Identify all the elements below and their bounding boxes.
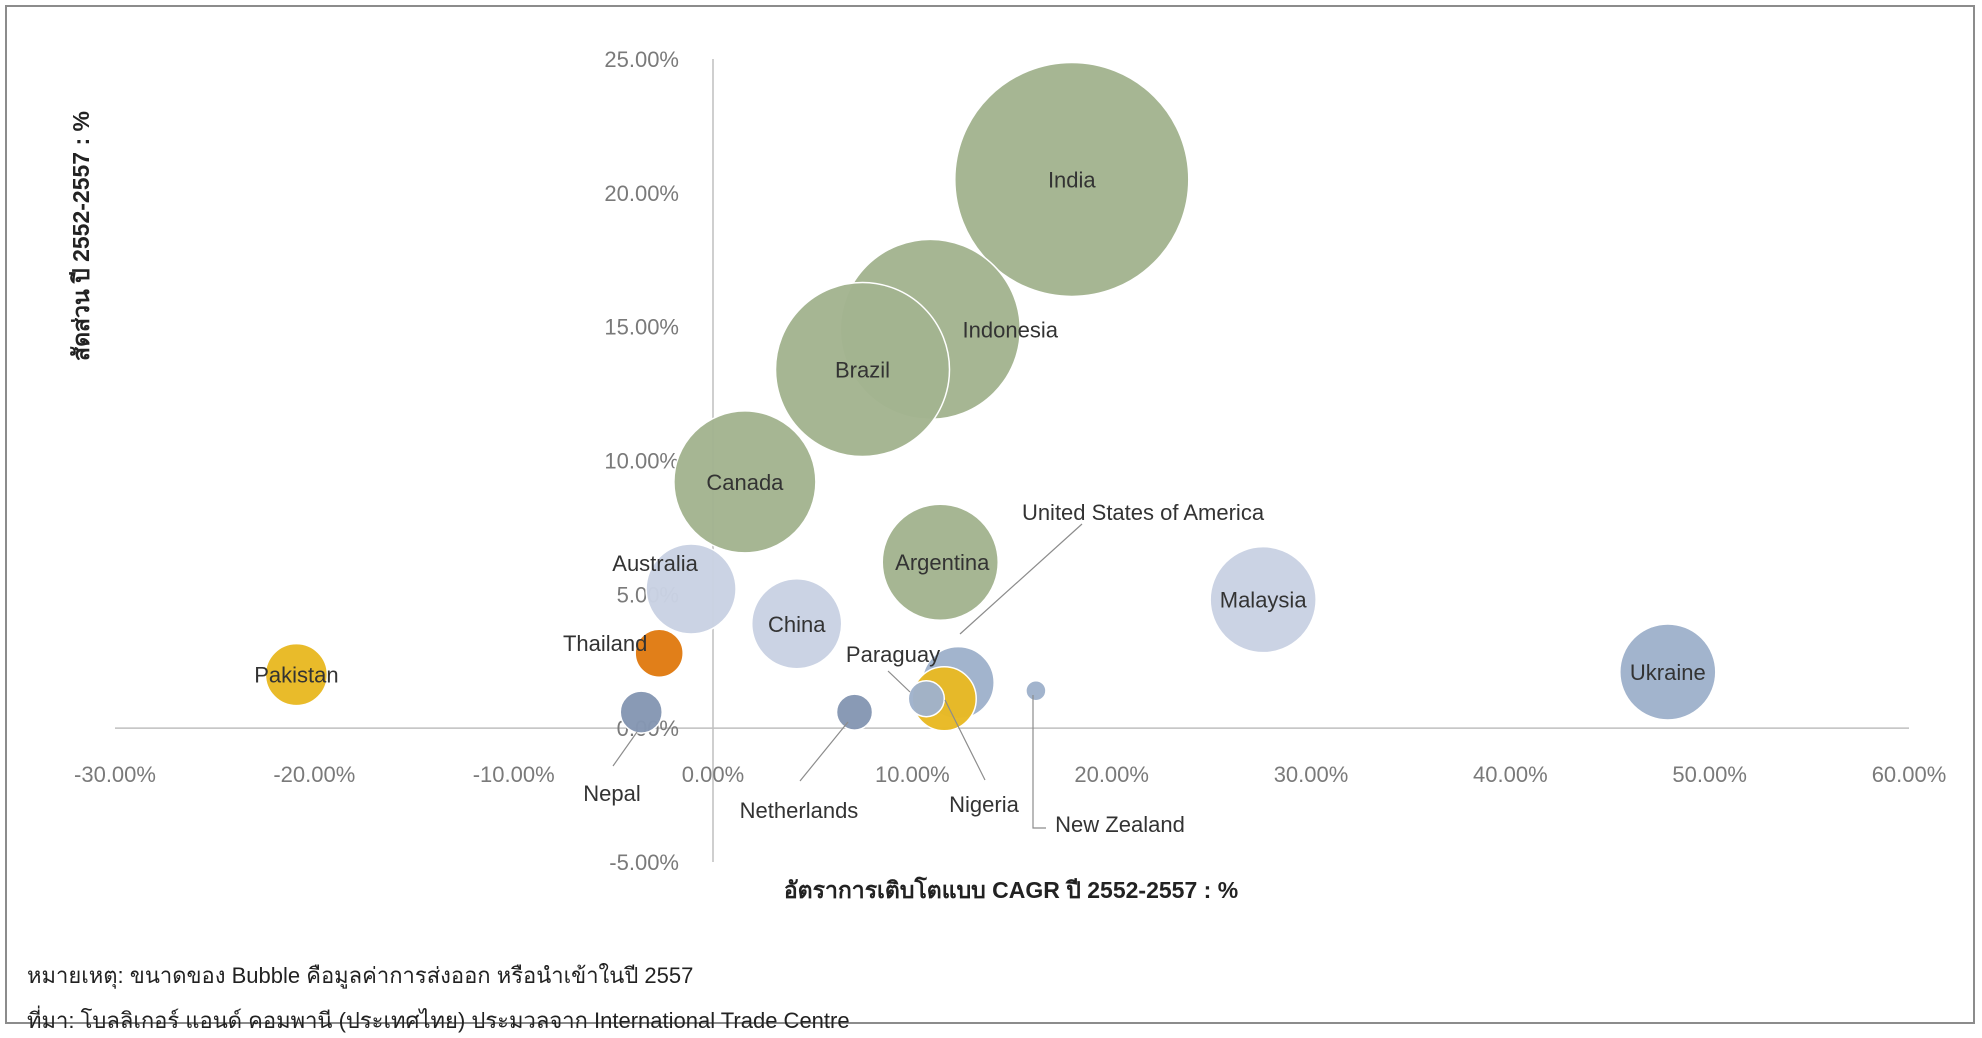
- label-netherlands: Netherlands: [740, 798, 859, 823]
- leader-lines: [612, 523, 1083, 829]
- bubble-labels: India Indonesia Brazil Canada Argentina Austr…: [254, 167, 1706, 837]
- y-tick-label: 20.00%: [604, 181, 679, 206]
- y-tick-label: 25.00%: [604, 47, 679, 72]
- x-axis-title: อัตราการเติบโตแบบ CAGR ปี 2552-2557 : %: [784, 876, 1238, 903]
- x-tick-label: -30.00%: [74, 762, 156, 787]
- label-nigeria: Nigeria: [949, 792, 1019, 817]
- x-tick-label: 40.00%: [1473, 762, 1548, 787]
- bubble-malaysia: [1209, 545, 1317, 654]
- bubble-argentina: [881, 503, 999, 621]
- bubble-thailand: [634, 628, 684, 678]
- label-malaysia: Malaysia: [1220, 588, 1308, 613]
- source-text: ที่มา: โบลลิเกอร์ แอนด์ คอมพานี (ประเทศไ…: [27, 1008, 850, 1033]
- bubble-australia: [645, 543, 737, 635]
- label-brazil: Brazil: [835, 357, 890, 382]
- note-text: หมายเหตุ: ขนาดของ Bubble คือมูลค่าการส่ง…: [27, 963, 694, 988]
- label-paraguay: Paraguay: [846, 642, 940, 667]
- leader-line-paraguay: [887, 670, 911, 693]
- label-australia: Australia: [612, 551, 698, 576]
- label-nepal: Nepal: [583, 781, 640, 806]
- y-tick-label: 15.00%: [604, 315, 679, 340]
- x-tick-label: 30.00%: [1274, 762, 1349, 787]
- x-tick-label: 50.00%: [1672, 762, 1747, 787]
- x-tick-label: -10.00%: [473, 762, 555, 787]
- leader-line-new-zealand: [1032, 695, 1046, 829]
- bubble-china: [750, 578, 843, 670]
- label-pakistan: Pakistan: [254, 663, 338, 688]
- label-india: India: [1048, 167, 1096, 192]
- tick-labels: -30.00% -20.00% -10.00% 0.00% 10.00% 20.00% 30…: [74, 47, 1946, 875]
- label-canada: Canada: [706, 470, 784, 495]
- leader-line-nigeria: [944, 699, 986, 781]
- bubble-nepal: [619, 690, 663, 734]
- bubble-ukraine: [1619, 623, 1717, 721]
- leader-line-netherlands: [799, 721, 849, 782]
- x-tick-label: 20.00%: [1074, 762, 1149, 787]
- label-new-zealand: New Zealand: [1055, 812, 1185, 837]
- bubble-brazil: [774, 281, 951, 458]
- y-tick-label: 10.00%: [604, 449, 679, 474]
- label-indonesia: Indonesia: [963, 317, 1059, 342]
- leader-line-united-states-of-america: [959, 523, 1083, 635]
- x-tick-label: 10.00%: [875, 762, 950, 787]
- leader-line-nepal: [612, 731, 638, 767]
- x-tick-label: 0.00%: [682, 762, 744, 787]
- label-ukraine: Ukraine: [1630, 660, 1706, 685]
- x-tick-label: -20.00%: [273, 762, 355, 787]
- bubble-new-zealand: [1025, 679, 1047, 702]
- label-argentina: Argentina: [895, 550, 990, 575]
- bubble-pakistan: [264, 642, 329, 707]
- bubble-paraguay: [907, 679, 946, 718]
- x-tick-label: 60.00%: [1872, 762, 1947, 787]
- label-united-states-of-america: United States of America: [1022, 500, 1265, 525]
- y-axis-title: สัดส่วน ปี 2552-2557 : %: [68, 111, 94, 361]
- label-thailand: Thailand: [563, 631, 647, 656]
- bubble-netherlands: [835, 693, 874, 731]
- bubble-canada: [673, 410, 817, 554]
- bubbles: [264, 61, 1717, 734]
- label-china: China: [768, 612, 826, 637]
- y-tick-label: -5.00%: [609, 850, 679, 875]
- bubble-india: [954, 61, 1190, 298]
